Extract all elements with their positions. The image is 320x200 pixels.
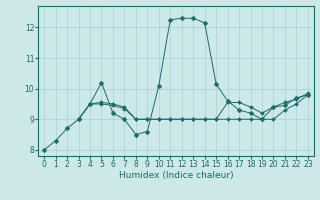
X-axis label: Humidex (Indice chaleur): Humidex (Indice chaleur): [119, 171, 233, 180]
